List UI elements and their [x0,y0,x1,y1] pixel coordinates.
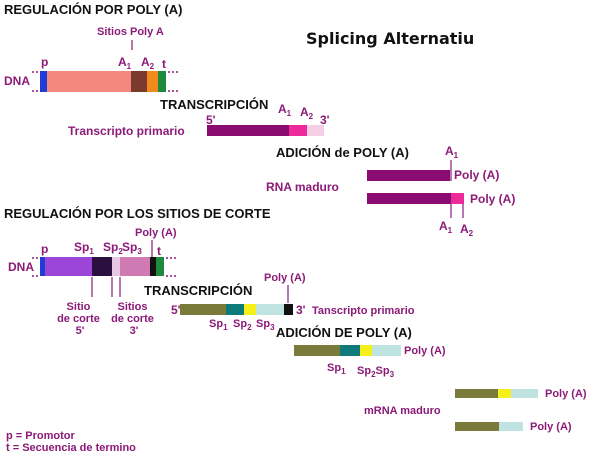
tr2-three-prime: 3' [296,303,306,317]
primary-transcript-label: Transcripto primario [68,124,185,138]
tr2-exon1 [180,304,226,315]
add2-exon2 [372,345,401,356]
legend-promoter: p = Promotor [6,430,75,442]
tr1-a1-label: A1 [278,102,292,118]
add2-polya-label: Poly (A) [404,345,446,357]
tr1-a2-region [307,125,324,136]
tr1-five-prime: 5' [206,113,216,127]
tr1-a2-label: A2 [300,105,314,121]
tr2-exon2 [256,304,284,315]
tr2-sp3-label: Sp3 [256,318,275,332]
section2-heading: REGULACIÓN POR LOS SITIOS DE CORTE [4,206,271,221]
polya-sites-label: Sitios Poly A [97,26,164,38]
mature-rna-a1 [367,170,450,181]
mrna-a-polya-label: Poly (A) [545,388,587,400]
add2-sp1-label: Sp1 [327,362,346,376]
dna1-a1-label: A1 [118,55,132,71]
dna1-a1-segment [131,71,147,92]
diagram-title: Splicing Alternatiu [306,29,474,48]
mrna1-a1-top-label: A1 [445,144,459,160]
mature-rna-a2 [367,193,451,204]
tr1-a1-region [289,125,307,136]
transcription2-heading: TRANSCRIPCIÓN [144,283,252,298]
mrna-b-polya-label: Poly (A) [530,421,572,433]
polya-addition2-heading: ADICIÓN DE POLY (A) [276,325,412,340]
tr2-sp2-region [244,304,256,315]
add2-sp2sp3-label: Sp2Sp3 [357,365,395,379]
tr2-polya-site [284,304,293,315]
dna2-sp1-label: Sp1 [74,240,94,256]
dna2-intron [92,257,112,276]
mrna-a-exon1 [455,389,498,398]
polya-addition1-heading: ADICIÓN de POLY (A) [276,145,409,160]
mature-rna-a2-polya: Poly (A) [470,192,515,206]
tr1-three-prime: 3' [320,113,330,127]
mrna2-a1-label: A1 [439,219,453,235]
cut-site1-label: Sitio de corte 5' [57,301,103,337]
tr2-sp1-label: Sp1 [209,318,228,332]
transcription1-heading: TRANSCRIPCIÓN [160,97,268,112]
mrna-a-exon2 [511,389,538,398]
dna1-a2-label: A2 [141,55,155,71]
dna2-sp3-label: Sp3 [122,240,142,256]
dna2-polya-label: Poly (A) [135,227,177,239]
legend-terminator: t = Secuencia de termino [6,442,136,454]
add2-sp1-region [340,345,360,356]
dna1-terminator [158,71,166,92]
dna1-promoter [40,71,47,92]
dna2-terminator-label: t [157,244,161,258]
tr2-sp1-region [226,304,244,315]
tr2-primary-transcript: Tanscripto primario [312,305,415,317]
tr2-polya-label: Poly (A) [264,272,306,284]
dna1-promoter-label: p [41,55,48,69]
mrna-a-sp2-region [498,389,511,398]
mrna-b-exon2 [499,422,523,431]
dna2-promoter [40,257,45,276]
section1-heading: REGULACIÓN POR POLY (A) [4,2,182,17]
cut-sites2-label: Sitios de corte 3' [111,301,157,337]
mature-rna-label: RNA maduro [266,180,339,194]
dna1-exon [47,71,131,92]
dna2-exon2 [120,257,150,276]
mature-rna-a1-polya: Poly (A) [454,168,499,182]
dna2-terminator [156,257,164,276]
add2-exon1 [294,345,340,356]
mature-mrna-label: mRNA maduro [364,405,441,417]
dna1-label: DNA [4,74,30,88]
dna2-label: DNA [8,260,34,274]
mrna-b-exon1 [455,422,499,431]
dna2-promoter-label: p [41,242,48,256]
dna1-a2-segment [147,71,158,92]
tr2-sp2-label: Sp2 [233,318,252,332]
mature-rna-a2-extension [451,193,464,204]
dna2-sp2-region [112,257,120,276]
dna2-polya-site [150,257,156,276]
mrna2-a2-label: A2 [460,222,474,238]
tr2-five-prime: 5' [171,303,181,317]
dna1-terminator-label: t [162,57,166,71]
dna2-exon1 [45,257,92,276]
add2-sp2-region [360,345,372,356]
dna2-sp2-label: Sp2 [103,240,123,256]
tr1-exon [207,125,289,136]
